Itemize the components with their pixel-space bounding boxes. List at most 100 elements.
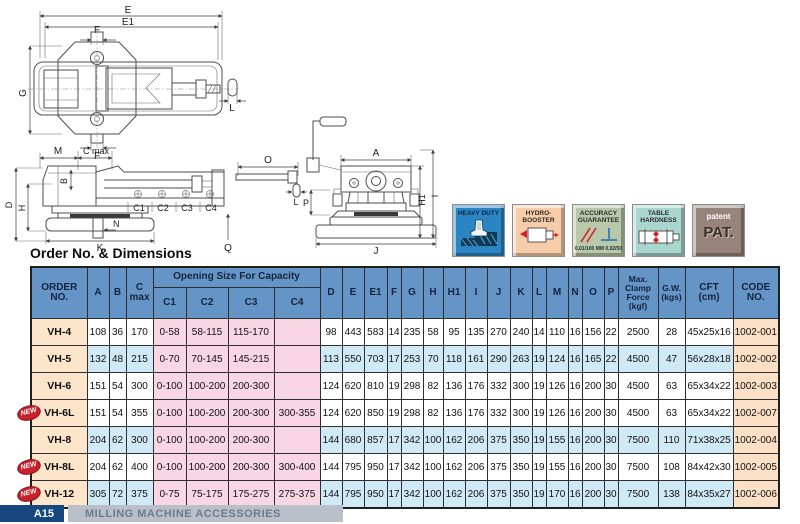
cell-o: 200 xyxy=(581,399,605,427)
cell-p: 30 xyxy=(603,480,619,509)
cell-cft: 65x34x22 xyxy=(684,372,734,400)
cell-c2: 100-200 xyxy=(185,426,229,454)
cell-code: 1002-001 xyxy=(732,318,780,346)
dim-label-n: N xyxy=(113,219,120,229)
cell-h: 100 xyxy=(422,453,444,481)
row-order-no: VH-6 xyxy=(30,372,88,400)
dim-label-cmax: C max xyxy=(83,146,110,156)
cell-l: 19 xyxy=(531,480,547,509)
dim-label-h1: H1 xyxy=(417,194,427,206)
top-view: E E1 F G xyxy=(18,5,246,162)
cell-e1: 950 xyxy=(363,453,388,481)
cell-h: 100 xyxy=(422,426,444,454)
cell-clamp-force: 4500 xyxy=(617,399,659,427)
cell-cmax: 170 xyxy=(125,318,154,346)
cell-d: 98 xyxy=(319,318,343,346)
cell-e1: 810 xyxy=(363,372,388,400)
col-header-code: CODE NO. xyxy=(732,266,780,319)
cell-i: 206 xyxy=(464,426,488,454)
row-order-no: VH-8L NEW xyxy=(15,453,88,481)
cell-code: 1002-003 xyxy=(732,372,780,400)
cell-c1: 0-100 xyxy=(152,372,187,400)
cell-h1: 95 xyxy=(442,318,466,346)
col-header-b: B xyxy=(108,266,127,319)
badge-patent-mark: PAT. xyxy=(703,224,734,242)
cell-d: 144 xyxy=(319,453,343,481)
cell-e: 443 xyxy=(341,318,365,346)
cell-clamp-force: 2500 xyxy=(617,318,659,346)
row-order-no: VH-8 xyxy=(30,426,88,454)
cell-b: 48 xyxy=(108,345,127,373)
badge-hydro-booster-label: HYDRO- BOOSTER xyxy=(522,210,555,225)
cell-j: 375 xyxy=(486,426,511,454)
cell-f: 17 xyxy=(386,453,402,481)
dimensions-table: ORDER NO. A B C max Opening Size For Capacit… xyxy=(15,266,781,509)
cell-d: 124 xyxy=(319,399,343,427)
cell-b: 54 xyxy=(108,372,127,400)
cell-l: 19 xyxy=(531,372,547,400)
col-header-m: M xyxy=(545,266,569,319)
cell-c2: 100-200 xyxy=(185,372,229,400)
cell-cmax: 400 xyxy=(125,453,154,481)
col-header-d: D xyxy=(319,266,343,319)
badge-heavy-duty-label: HEAVY DUTY xyxy=(457,210,500,217)
cell-g: 298 xyxy=(400,399,424,427)
cell-c2: 70-145 xyxy=(185,345,229,373)
badge-accuracy-guarantee: ACCURACY GUARANTEE 0,01/100 MM 0,02/50 xyxy=(572,204,625,257)
cell-f: 17 xyxy=(386,426,402,454)
table-row: VH-6 151 54 300 0-100 100-200 200-300 124 620 810… xyxy=(30,372,780,400)
cell-p: 30 xyxy=(603,453,619,481)
cell-k: 240 xyxy=(509,318,533,346)
cell-c4 xyxy=(273,426,321,454)
badge-heavy-duty: HEAVY DUTY xyxy=(452,204,505,257)
cell-c2: 100-200 xyxy=(185,399,229,427)
cell-h1: 162 xyxy=(442,426,466,454)
cell-g: 342 xyxy=(400,426,424,454)
cell-gw: 28 xyxy=(657,318,686,346)
cell-code: 1002-002 xyxy=(732,345,780,373)
dim-label-b: B xyxy=(59,178,69,184)
cell-f: 17 xyxy=(386,345,402,373)
new-badge: NEW xyxy=(15,402,43,424)
cell-c3: 200-300 xyxy=(227,372,275,400)
col-header-k: K xyxy=(509,266,533,319)
cell-gw: 63 xyxy=(657,372,686,400)
row-order-no: VH-12 NEW xyxy=(15,480,88,509)
col-header-opening-group: Opening Size For Capacity xyxy=(152,266,321,288)
col-header-cmax: C max xyxy=(125,266,154,319)
dim-label-a: A xyxy=(373,148,380,159)
cell-i: 206 xyxy=(464,453,488,481)
cell-a: 151 xyxy=(86,372,110,400)
badge-patent: patent PAT. xyxy=(692,204,745,257)
col-header-n: N xyxy=(567,266,583,319)
cell-code: 1002-006 xyxy=(732,480,780,509)
cell-j: 375 xyxy=(486,480,511,509)
cell-c2: 75-175 xyxy=(185,480,229,509)
badge-hydro-booster: HYDRO- BOOSTER xyxy=(512,204,565,257)
page-footer: A15 MILLING MACHINE ACCESSORIES xyxy=(0,505,800,522)
cell-cmax: 300 xyxy=(125,426,154,454)
accuracy-spec-note: 0,01/100 MM 0,02/50 xyxy=(574,246,623,252)
cell-f: 19 xyxy=(386,372,402,400)
hydro-booster-icon xyxy=(519,227,559,243)
cell-c4: 300-400 xyxy=(273,453,321,481)
cell-l: 19 xyxy=(531,345,547,373)
cell-p: 22 xyxy=(603,345,619,373)
cell-cft: 45x25x16 xyxy=(684,318,734,346)
cell-m: 124 xyxy=(545,345,569,373)
cell-k: 350 xyxy=(509,480,533,509)
cell-h: 58 xyxy=(422,318,444,346)
heavy-duty-icon xyxy=(460,220,497,247)
cell-code: 1002-005 xyxy=(732,453,780,481)
dim-label-e1: E1 xyxy=(122,17,135,28)
dim-label-c3: C3 xyxy=(181,203,193,213)
table-row: VH-12 NEW 305 72 375 0-75 75-175 175-275 275-375… xyxy=(15,480,780,509)
table-row: VH-8 204 62 300 0-100 100-200 200-300 144 680 857… xyxy=(30,426,780,454)
dim-label-c4: C4 xyxy=(205,203,217,213)
cell-g: 253 xyxy=(400,345,424,373)
cell-c1: 0-75 xyxy=(152,480,187,509)
cell-c1: 0-100 xyxy=(152,426,187,454)
dim-label-c1: C1 xyxy=(133,203,145,213)
cell-j: 332 xyxy=(486,399,511,427)
table-row: VH-4 108 36 170 0-58 58-115 115-170 98 443 583 14 2… xyxy=(30,318,780,346)
